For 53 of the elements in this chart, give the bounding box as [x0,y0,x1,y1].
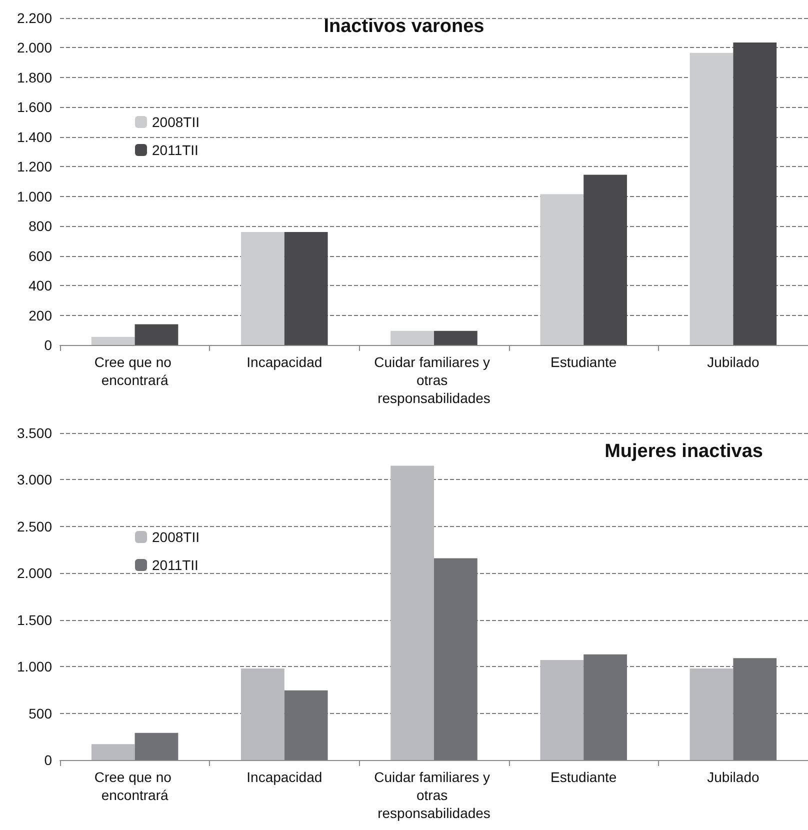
x-tick-label: Cree que no encontrará [94,354,176,388]
bar [134,324,178,345]
y-tick-label: 600 [28,248,52,264]
bar [284,690,328,760]
y-tick-label: 200 [28,307,52,324]
y-tick-label: 0 [44,752,52,768]
y-tick-label: 1.000 [16,658,52,675]
bar [434,330,478,345]
bar [733,42,777,345]
y-tick-label: 3.500 [16,425,52,441]
y-tick-label: 2.200 [16,10,52,26]
bar [390,330,434,345]
legend-label: 2011TII [152,557,198,573]
x-tick-label: Jubilado [707,354,760,370]
y-tick-label: 2.500 [16,518,52,534]
y-tick-label: 2.000 [16,40,52,56]
bar [584,174,627,345]
y-tick-label: 2.000 [16,565,52,582]
y-tick-label: 1.200 [16,158,52,175]
bar [241,668,284,760]
bar [690,668,734,760]
legend-label: 2008TII [152,114,200,130]
y-tick-label: 1.400 [16,128,52,145]
y-tick-label: 1.800 [16,69,52,86]
chart-title: Mujeres inactivas [604,441,764,462]
x-tick-label: Estudiante [550,354,617,370]
bar [540,660,584,760]
x-tick-label: Cuidar familiares y otras responsabilidades [374,769,494,821]
y-tick-label: 800 [28,218,52,234]
legend-label: 2008TII [152,529,200,545]
x-tick-label: Cree que no encontrará [94,769,176,803]
y-tick-label: 3.000 [16,472,52,488]
y-tick-label: 500 [28,705,52,722]
y-tick-label: 400 [28,278,52,294]
bar [540,194,584,345]
bar [690,52,734,345]
bar [91,744,135,760]
y-tick-label: 1.000 [16,188,52,204]
bar [241,232,284,345]
bar [284,232,328,345]
bar [134,732,178,760]
bar [91,336,135,345]
x-tick-label: Incapacidad [246,354,322,370]
x-tick-label: Estudiante [550,769,617,785]
x-tick-label: Jubilado [707,769,760,785]
y-tick-label: 1.600 [16,99,52,116]
x-tick-label: Incapacidad [246,769,322,785]
bar [390,466,434,760]
y-tick-label: 1.500 [16,612,52,628]
legend-label: 2011TII [152,142,198,158]
chart-title: Inactivos varones [324,16,484,37]
y-tick-label: 0 [44,337,52,353]
x-tick-label: Cuidar familiares y otras responsabilidades [374,354,494,406]
